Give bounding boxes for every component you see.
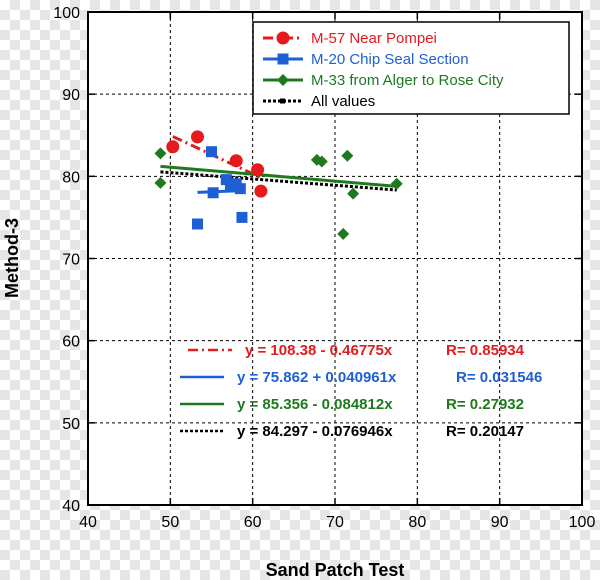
x-tick-label: 40 bbox=[79, 514, 97, 531]
data-point bbox=[251, 163, 265, 177]
y-axis-label: Method-3 bbox=[2, 218, 22, 298]
x-tick-label: 50 bbox=[161, 514, 179, 531]
correlation-r: R= 0.27932 bbox=[446, 396, 524, 413]
legend-marker bbox=[277, 74, 289, 86]
x-tick-label: 70 bbox=[326, 514, 344, 531]
data-point bbox=[254, 184, 268, 198]
data-point bbox=[154, 176, 167, 189]
legend-box bbox=[252, 21, 570, 115]
legend-entry: All values bbox=[311, 93, 375, 110]
data-point bbox=[337, 227, 350, 240]
data-point bbox=[220, 174, 232, 186]
data-point bbox=[206, 146, 217, 158]
y-tick-label: 50 bbox=[62, 416, 80, 433]
correlation-r: R= 0.031546 bbox=[456, 369, 542, 386]
regression-equation: y = 85.356 - 0.084812x bbox=[237, 396, 393, 413]
correlation-r: R= 0.85934 bbox=[446, 342, 525, 359]
data-point bbox=[191, 130, 205, 144]
fit-line bbox=[160, 170, 397, 192]
data-point bbox=[234, 183, 246, 195]
data-point bbox=[315, 155, 328, 168]
data-point bbox=[166, 140, 180, 154]
x-tick-label: 90 bbox=[491, 514, 509, 531]
x-axis-label: Sand Patch Test bbox=[266, 560, 405, 580]
legend-marker bbox=[276, 31, 290, 45]
y-tick-label: 90 bbox=[62, 87, 80, 104]
regression-equation: y = 84.297 - 0.076946x bbox=[237, 423, 393, 440]
y-tick-label: 80 bbox=[62, 169, 80, 186]
data-point bbox=[154, 147, 167, 160]
data-point bbox=[192, 218, 204, 230]
data-point bbox=[341, 149, 354, 162]
y-tick-label: 100 bbox=[53, 5, 80, 22]
data-point bbox=[347, 187, 360, 200]
data-point bbox=[390, 177, 403, 190]
fit-line bbox=[160, 164, 397, 188]
y-tick-label: 40 bbox=[62, 498, 80, 515]
legend-entry: M-33 from Alger to Rose City bbox=[311, 72, 504, 89]
y-tick-label: 70 bbox=[62, 252, 80, 269]
data-point bbox=[224, 180, 236, 192]
legend-marker bbox=[277, 53, 289, 65]
data-point bbox=[207, 187, 219, 199]
regression-equation: y = 108.38 - 0.46775x bbox=[245, 342, 393, 359]
correlation-r: R= 0.20147 bbox=[446, 423, 524, 440]
legend-entry: M-57 Near Pompei bbox=[311, 30, 437, 47]
x-tick-label: 100 bbox=[569, 514, 596, 531]
regression-equation: y = 75.862 + 0.040961x bbox=[237, 369, 397, 386]
x-tick-label: 60 bbox=[244, 514, 262, 531]
legend: M-57 Near Pompei M-20 Chip Seal Section M-… bbox=[252, 21, 570, 115]
y-tick-label: 60 bbox=[62, 334, 80, 351]
data-point bbox=[236, 211, 248, 223]
legend-marker bbox=[280, 98, 285, 104]
x-tick-label: 80 bbox=[408, 514, 426, 531]
data-point bbox=[229, 154, 243, 168]
equations: y = 108.38 - 0.46775x R= 0.85934 y = 75.86… bbox=[180, 342, 542, 440]
legend-entry: M-20 Chip Seal Section bbox=[311, 51, 469, 68]
